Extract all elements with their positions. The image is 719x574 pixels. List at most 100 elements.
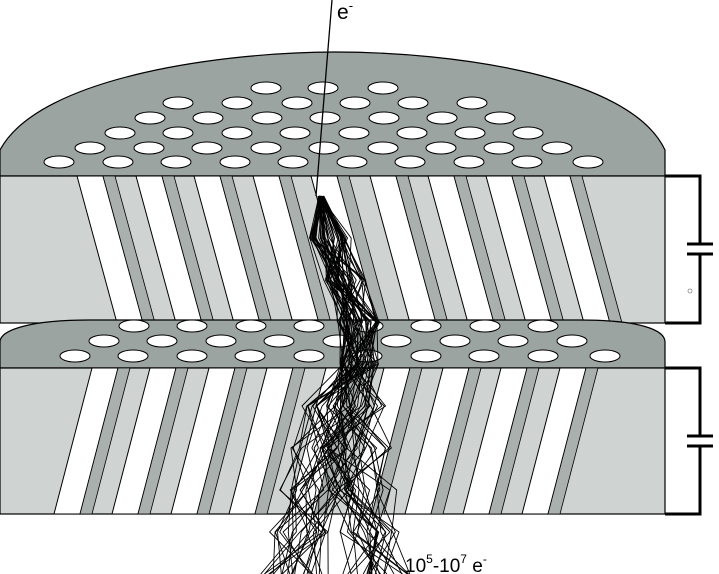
pore-opening (281, 96, 313, 110)
pore-opening (572, 155, 604, 169)
electron-path (318, 195, 403, 574)
pore-opening (368, 111, 400, 125)
pore-opening (277, 155, 309, 169)
pore-opening (134, 111, 166, 125)
pore-opening (397, 96, 429, 110)
pore-opening (176, 319, 208, 333)
pore-opening (192, 111, 224, 125)
pore-opening (191, 141, 223, 155)
electron-path (313, 195, 378, 574)
electron-path (287, 195, 351, 574)
pore-opening (250, 141, 282, 155)
pore-opening (527, 349, 559, 363)
pore-opening (484, 111, 516, 125)
pore-opening (235, 319, 267, 333)
pore-opening (511, 155, 543, 169)
pore-opening (394, 155, 426, 169)
pore-opening (293, 349, 325, 363)
electron-path (309, 195, 387, 574)
pore-opening (338, 126, 370, 140)
pore-opening (146, 334, 178, 348)
channel-wall (547, 367, 599, 515)
electron-path (317, 195, 383, 574)
pore-opening (118, 319, 150, 333)
pore-opening (469, 319, 501, 333)
channel-wall (137, 367, 189, 515)
pore-opening (279, 126, 311, 140)
pore-opening (176, 349, 208, 363)
pore-opening (74, 141, 106, 155)
pore-opening (133, 141, 165, 155)
pore-opening (117, 349, 149, 363)
pore-opening (556, 334, 588, 348)
bottom-plate-pore-openings (59, 319, 621, 363)
electron-path (277, 195, 368, 574)
pore-opening (336, 155, 368, 169)
bottom-bias-circuit (665, 366, 713, 516)
output-electron-count-label: 105-107 e- (405, 552, 487, 574)
pore-opening (453, 155, 485, 169)
pore-opening (88, 334, 120, 348)
pore-opening (541, 141, 573, 155)
pore-opening (410, 349, 442, 363)
pore-opening (250, 81, 282, 95)
electron-path (279, 195, 375, 574)
channel-wall (254, 367, 306, 515)
top-plate (0, 51, 666, 324)
pore-opening (205, 334, 237, 348)
terminal-dot (687, 288, 693, 294)
pore-opening (426, 111, 458, 125)
pore-opening (339, 96, 371, 110)
pore-opening (43, 155, 75, 169)
incident-electron-label: e- (337, 0, 353, 24)
pore-opening (410, 319, 442, 333)
pore-opening (425, 141, 457, 155)
pore-opening (309, 111, 341, 125)
pore-opening (439, 334, 471, 348)
pore-opening (219, 155, 251, 169)
pore-opening (104, 126, 136, 140)
pore-opening (162, 126, 194, 140)
pore-opening (293, 319, 325, 333)
electron-path (274, 195, 372, 574)
pore-opening (221, 126, 253, 140)
bottom-plate (0, 319, 666, 515)
electron-path (299, 195, 368, 574)
top-bias-circuit (665, 174, 713, 325)
pore-opening (307, 81, 339, 95)
electron-path (321, 195, 379, 574)
electron-path (272, 195, 379, 574)
pore-opening (221, 96, 253, 110)
channel-wall (196, 367, 248, 515)
pore-opening (367, 81, 399, 95)
pore-opening (234, 349, 266, 363)
pore-opening (483, 141, 515, 155)
electron-path (322, 195, 392, 574)
pore-opening (102, 155, 134, 169)
pore-opening (308, 141, 340, 155)
channel-wall (371, 367, 423, 515)
pore-opening (396, 126, 428, 140)
pore-opening (380, 334, 412, 348)
channel-wall (430, 367, 482, 515)
pore-opening (497, 334, 529, 348)
electron-cascade-trajectories (260, 195, 411, 574)
pore-opening (456, 96, 488, 110)
pore-opening (251, 111, 283, 125)
incident-electron-track (315, 0, 333, 197)
pore-opening (367, 141, 399, 155)
pore-opening (454, 126, 486, 140)
pore-opening (263, 334, 295, 348)
pore-opening (468, 349, 500, 363)
electron-path (316, 195, 395, 574)
electron-path (312, 195, 408, 574)
channel-wall (488, 367, 540, 515)
pore-opening (59, 349, 91, 363)
electron-path (291, 195, 358, 574)
top-plate-pore-openings (43, 81, 604, 169)
pore-opening (527, 319, 559, 333)
channel-wall (79, 367, 131, 515)
pore-opening (512, 126, 544, 140)
pore-opening (160, 155, 192, 169)
